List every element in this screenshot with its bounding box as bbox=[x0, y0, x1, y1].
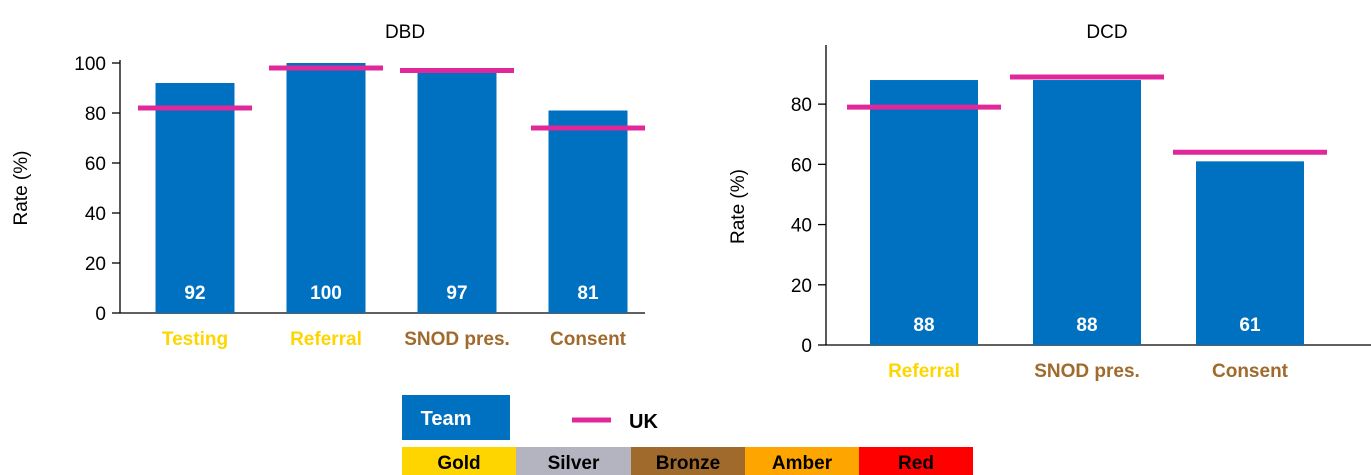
y-tick-label: 40 bbox=[85, 204, 106, 225]
medal-key-cell bbox=[745, 447, 859, 475]
category-label: Testing bbox=[162, 329, 228, 350]
y-axis-label: Rate (%) bbox=[11, 151, 32, 226]
bar-team bbox=[286, 63, 366, 313]
medal-key-label: Silver bbox=[548, 453, 600, 474]
category-label: Referral bbox=[290, 329, 362, 350]
y-tick-label: 20 bbox=[85, 254, 106, 275]
bar-team bbox=[548, 110, 628, 313]
y-tick-label: 80 bbox=[791, 95, 812, 116]
bar-team bbox=[870, 80, 978, 345]
bar-data-label: 81 bbox=[577, 283, 599, 304]
medal-key: Gold Silver Bronze Amber Red bbox=[402, 447, 973, 475]
y-tick-label: 80 bbox=[85, 104, 106, 125]
y-axis-label: Rate (%) bbox=[728, 169, 749, 244]
category-label: Referral bbox=[888, 361, 960, 382]
bar-data-label: 88 bbox=[1076, 315, 1097, 336]
category-label: SNOD pres. bbox=[1034, 361, 1140, 382]
chart-dbd: DBD Rate (%) 0 20 40 60 80 100 92 Testing 100 Refer… bbox=[11, 22, 645, 350]
medal-key-cell bbox=[516, 447, 631, 475]
medal-key-label: Gold bbox=[437, 453, 480, 474]
medal-key-label: Bronze bbox=[656, 453, 720, 474]
bar-data-label: 88 bbox=[913, 315, 934, 336]
bar-data-label: 97 bbox=[446, 283, 467, 304]
y-tick-label: 40 bbox=[791, 216, 812, 237]
bar-data-label: 92 bbox=[184, 283, 205, 304]
legend-team-swatch bbox=[402, 395, 510, 440]
category-label: Consent bbox=[1212, 361, 1289, 382]
category-label: Consent bbox=[550, 329, 627, 350]
bar-team bbox=[155, 83, 235, 313]
legend-uk-label: UK bbox=[629, 411, 658, 433]
y-tick-label: 60 bbox=[791, 155, 812, 176]
bar-team bbox=[1033, 80, 1141, 345]
medal-key-cell bbox=[402, 447, 516, 475]
category-label: SNOD pres. bbox=[404, 329, 510, 350]
bar-team bbox=[1196, 161, 1304, 345]
medal-key-cell bbox=[631, 447, 745, 475]
y-tick-label: 0 bbox=[801, 336, 812, 357]
bar-team bbox=[417, 70, 497, 313]
y-tick-label: 0 bbox=[95, 304, 106, 325]
chart-title: DBD bbox=[385, 22, 425, 43]
chart-title: DCD bbox=[1086, 22, 1127, 43]
bar-data-label: 61 bbox=[1239, 315, 1261, 336]
chart-dcd: DCD Rate (%) 0 20 40 60 80 88 Referral 88 SNOD pre… bbox=[728, 22, 1371, 382]
y-tick-label: 100 bbox=[74, 54, 106, 75]
y-tick-label: 60 bbox=[85, 154, 106, 175]
bar-data-label: 100 bbox=[310, 283, 342, 304]
medal-key-label: Red bbox=[898, 453, 934, 474]
medal-key-cell bbox=[859, 447, 973, 475]
legend: Team UK bbox=[402, 395, 658, 440]
y-tick-label: 20 bbox=[791, 276, 812, 297]
medal-key-label: Amber bbox=[772, 453, 833, 474]
legend-team-label: Team bbox=[421, 408, 472, 430]
